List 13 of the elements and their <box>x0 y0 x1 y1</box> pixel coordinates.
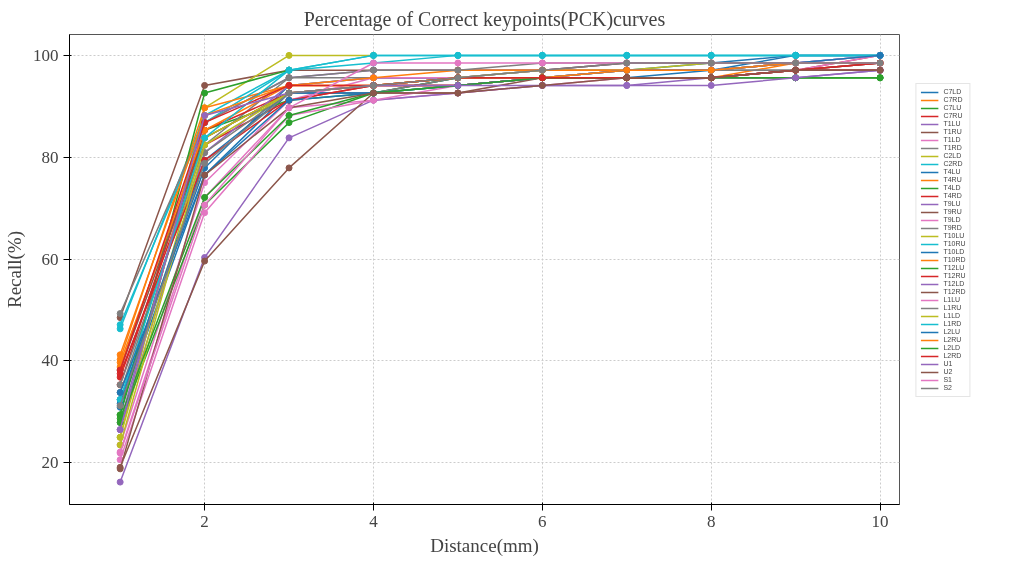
x-tick-label: 6 <box>538 511 547 531</box>
y-tick-label: 60 <box>41 249 59 269</box>
y-tick-label: 40 <box>41 351 59 371</box>
y-tick-label: 20 <box>41 453 59 473</box>
chart-title: Percentage of Correct keypoints(PCK)curves <box>303 7 666 31</box>
x-tick-label: 4 <box>369 511 379 531</box>
x-axis-title: Distance(mm) <box>430 534 539 557</box>
x-tick-label: 10 <box>871 511 889 531</box>
x-tick-label: 2 <box>200 511 209 531</box>
x-tick-label: 8 <box>706 511 716 531</box>
y-tick-label: 100 <box>33 45 59 65</box>
y-tick-label: 80 <box>41 147 59 167</box>
y-axis-title: Recall(%) <box>4 230 26 309</box>
